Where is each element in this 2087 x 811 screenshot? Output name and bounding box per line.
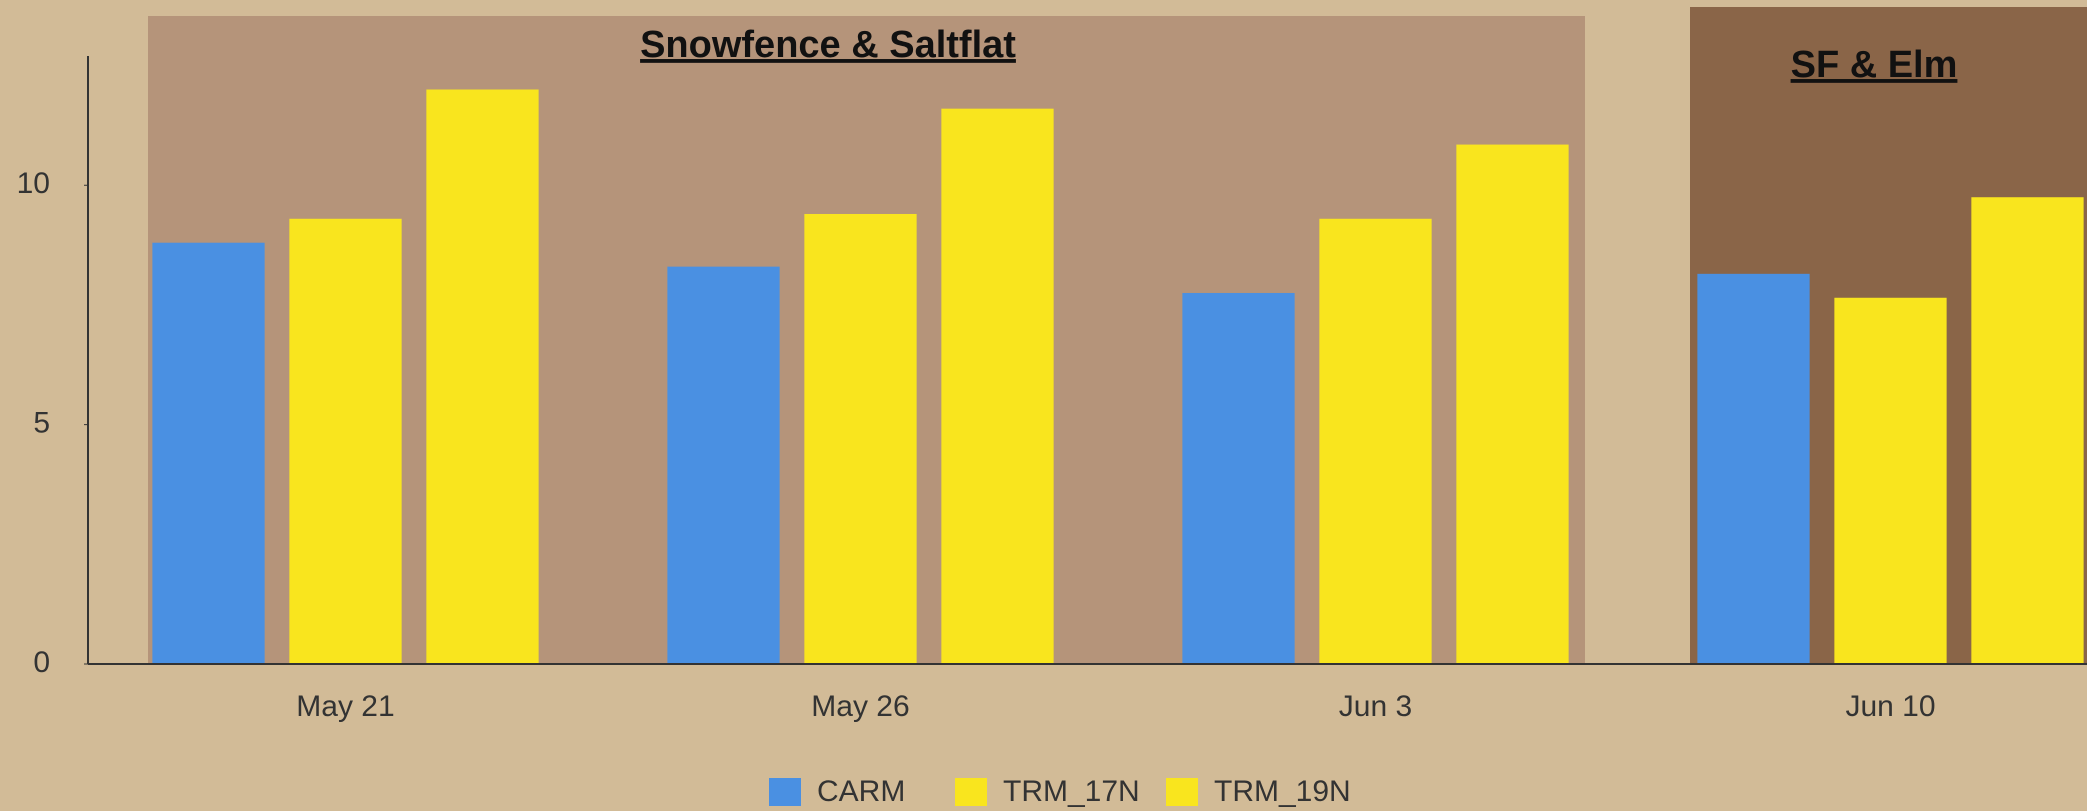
legend-swatch xyxy=(769,778,801,806)
legend-label: TRM_17N xyxy=(1003,775,1140,808)
legend-swatch xyxy=(1166,778,1198,806)
y-tick-label: 10 xyxy=(17,167,50,200)
bar xyxy=(1697,273,1810,664)
bar xyxy=(1971,197,2084,665)
bar xyxy=(1319,218,1432,664)
legend-label: CARM xyxy=(817,775,905,808)
bar xyxy=(289,218,402,664)
y-tick-label: 0 xyxy=(33,646,50,679)
bar xyxy=(1182,292,1295,664)
y-tick-label: 5 xyxy=(33,407,50,440)
annotation: SF & Elm xyxy=(1791,44,1958,86)
legend-label: TRM_19N xyxy=(1214,775,1351,808)
x-tick-label: Jun 3 xyxy=(1339,690,1412,723)
legend-swatch xyxy=(955,778,987,806)
x-tick-label: May 26 xyxy=(811,690,909,723)
bar xyxy=(1834,297,1947,664)
bar xyxy=(667,266,780,664)
bar xyxy=(1456,144,1569,665)
annotation: Snowfence & Saltflat xyxy=(640,24,1016,66)
bar xyxy=(941,108,1054,664)
x-tick-label: Jun 10 xyxy=(1845,690,1935,723)
bar xyxy=(152,242,265,664)
x-tick-label: May 21 xyxy=(296,690,394,723)
bar xyxy=(804,213,917,664)
bar xyxy=(426,89,539,664)
plot xyxy=(152,89,2084,665)
